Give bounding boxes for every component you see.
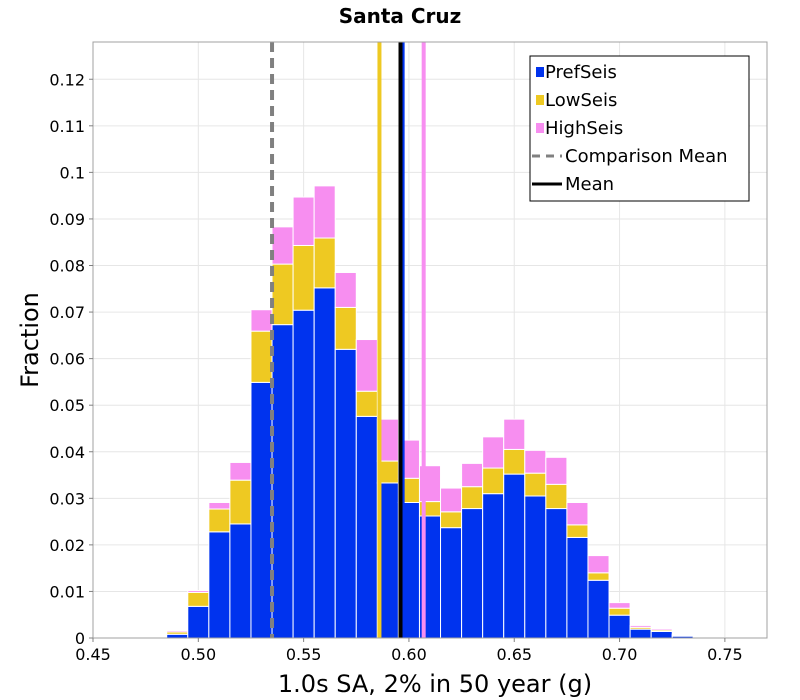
- bar-lowseis: [608, 607, 631, 616]
- y-axis-ticks: 0 0.01 0.02 0.03 0.04 0.05 0.06 0.07 0.08 0.09 0.1…: [49, 70, 93, 648]
- bar-highseis: [650, 628, 673, 631]
- bar-prefseis: [229, 523, 252, 639]
- bar-highseis: [166, 630, 189, 633]
- bar-lowseis: [545, 483, 568, 510]
- bar-prefseis: [461, 508, 484, 639]
- bar-highseis: [271, 226, 294, 265]
- bar-highseis: [482, 436, 505, 469]
- y-tick-label: 0.11: [49, 117, 85, 136]
- y-tick-label: 0: [75, 629, 85, 648]
- bar-lowseis: [440, 511, 463, 529]
- y-tick-label: 0.06: [49, 350, 85, 369]
- x-tick-label: 0.70: [602, 645, 638, 664]
- bar-highseis: [440, 487, 463, 513]
- bar-lowseis: [355, 390, 378, 417]
- bar-prefseis: [187, 605, 210, 639]
- y-tick-label: 0.1: [60, 163, 85, 182]
- bar-lowseis: [461, 486, 484, 510]
- plot-border: [92, 41, 768, 639]
- bar-lowseis: [334, 306, 357, 350]
- legend-swatch-highseis: [536, 123, 544, 133]
- y-axis-label: Fraction: [16, 292, 44, 388]
- bar-lowseis: [587, 572, 610, 581]
- bar-lowseis: [187, 591, 210, 607]
- bar-prefseis: [503, 473, 526, 639]
- bar-highseis: [461, 462, 484, 488]
- bar-highseis: [629, 624, 652, 628]
- legend-label-comparison-mean: Comparison Mean: [565, 146, 728, 167]
- bar-highseis: [587, 555, 610, 574]
- bar-prefseis: [334, 348, 357, 639]
- x-tick-label: 0.45: [75, 645, 111, 664]
- y-tick-label: 0.12: [49, 70, 85, 89]
- bar-highseis: [208, 502, 231, 510]
- y-tick-label: 0.01: [49, 582, 85, 601]
- y-tick-label: 0.04: [49, 443, 85, 462]
- x-tick-label: 0.60: [391, 645, 427, 664]
- bar-prefseis: [608, 614, 631, 639]
- y-tick-label: 0.07: [49, 303, 85, 322]
- bar-prefseis: [271, 324, 294, 639]
- bar-lowseis: [482, 467, 505, 495]
- chart-title: Santa Cruz: [339, 4, 462, 28]
- x-tick-label: 0.65: [496, 645, 532, 664]
- bar-lowseis: [208, 508, 231, 533]
- bar-prefseis: [166, 633, 189, 639]
- bar-highseis: [566, 502, 589, 526]
- bar-highseis: [313, 185, 336, 239]
- bar-lowseis: [524, 472, 547, 497]
- vertical-lines: [270, 42, 426, 638]
- bar-highseis: [187, 590, 210, 593]
- bar-prefseis: [313, 287, 336, 639]
- bar-highseis: [292, 196, 315, 246]
- bar-prefseis: [629, 628, 652, 639]
- legend-swatch-prefseis: [536, 67, 544, 77]
- y-tick-label: 0.08: [49, 257, 85, 276]
- bar-prefseis: [587, 579, 610, 639]
- legend: PrefSeis LowSeis HighSeis Comparison Mean Me…: [529, 55, 750, 202]
- bar-prefseis: [440, 527, 463, 639]
- bar-prefseis: [292, 309, 315, 639]
- bar-lowseis: [313, 237, 336, 289]
- bar-highseis: [334, 271, 357, 308]
- bar-prefseis: [566, 536, 589, 639]
- bar-highseis: [545, 456, 568, 485]
- x-axis-label: 1.0s SA, 2% in 50 year (g): [278, 670, 592, 698]
- bar-prefseis: [650, 630, 673, 639]
- legend-swatch-lowseis: [536, 95, 544, 105]
- bar-prefseis: [208, 531, 231, 639]
- bar-highseis: [524, 449, 547, 474]
- bar-prefseis: [250, 381, 273, 639]
- bar-highseis: [250, 309, 273, 332]
- bar-prefseis: [545, 508, 568, 639]
- legend-label-prefseis: PrefSeis: [545, 62, 617, 83]
- legend-label-lowseis: LowSeis: [545, 90, 617, 111]
- bar-prefseis: [355, 415, 378, 639]
- bar-prefseis: [482, 493, 505, 639]
- y-tick-label: 0.05: [49, 396, 85, 415]
- bar-lowseis: [503, 448, 526, 475]
- y-tick-label: 0.09: [49, 210, 85, 229]
- bar-highseis: [355, 339, 378, 392]
- x-tick-label: 0.55: [286, 645, 322, 664]
- legend-box: [529, 55, 750, 202]
- x-axis-ticks: 0.45 0.50 0.55 0.60 0.65 0.70 0.75: [75, 638, 743, 664]
- bar-highseis: [671, 633, 694, 636]
- bar-lowseis: [292, 244, 315, 311]
- bar-lowseis: [271, 263, 294, 326]
- x-tick-label: 0.50: [181, 645, 217, 664]
- y-tick-label: 0.02: [49, 536, 85, 555]
- bar-lowseis: [250, 330, 273, 383]
- y-tick-label: 0.03: [49, 489, 85, 508]
- legend-label-mean: Mean: [565, 174, 614, 195]
- bar-lowseis: [229, 479, 252, 525]
- bar-lowseis: [566, 524, 589, 538]
- legend-label-highseis: HighSeis: [545, 118, 623, 139]
- bar-prefseis: [524, 495, 547, 639]
- bar-highseis: [503, 418, 526, 450]
- x-tick-label: 0.75: [707, 645, 743, 664]
- bar-highseis: [229, 461, 252, 481]
- bar-highseis: [608, 602, 631, 609]
